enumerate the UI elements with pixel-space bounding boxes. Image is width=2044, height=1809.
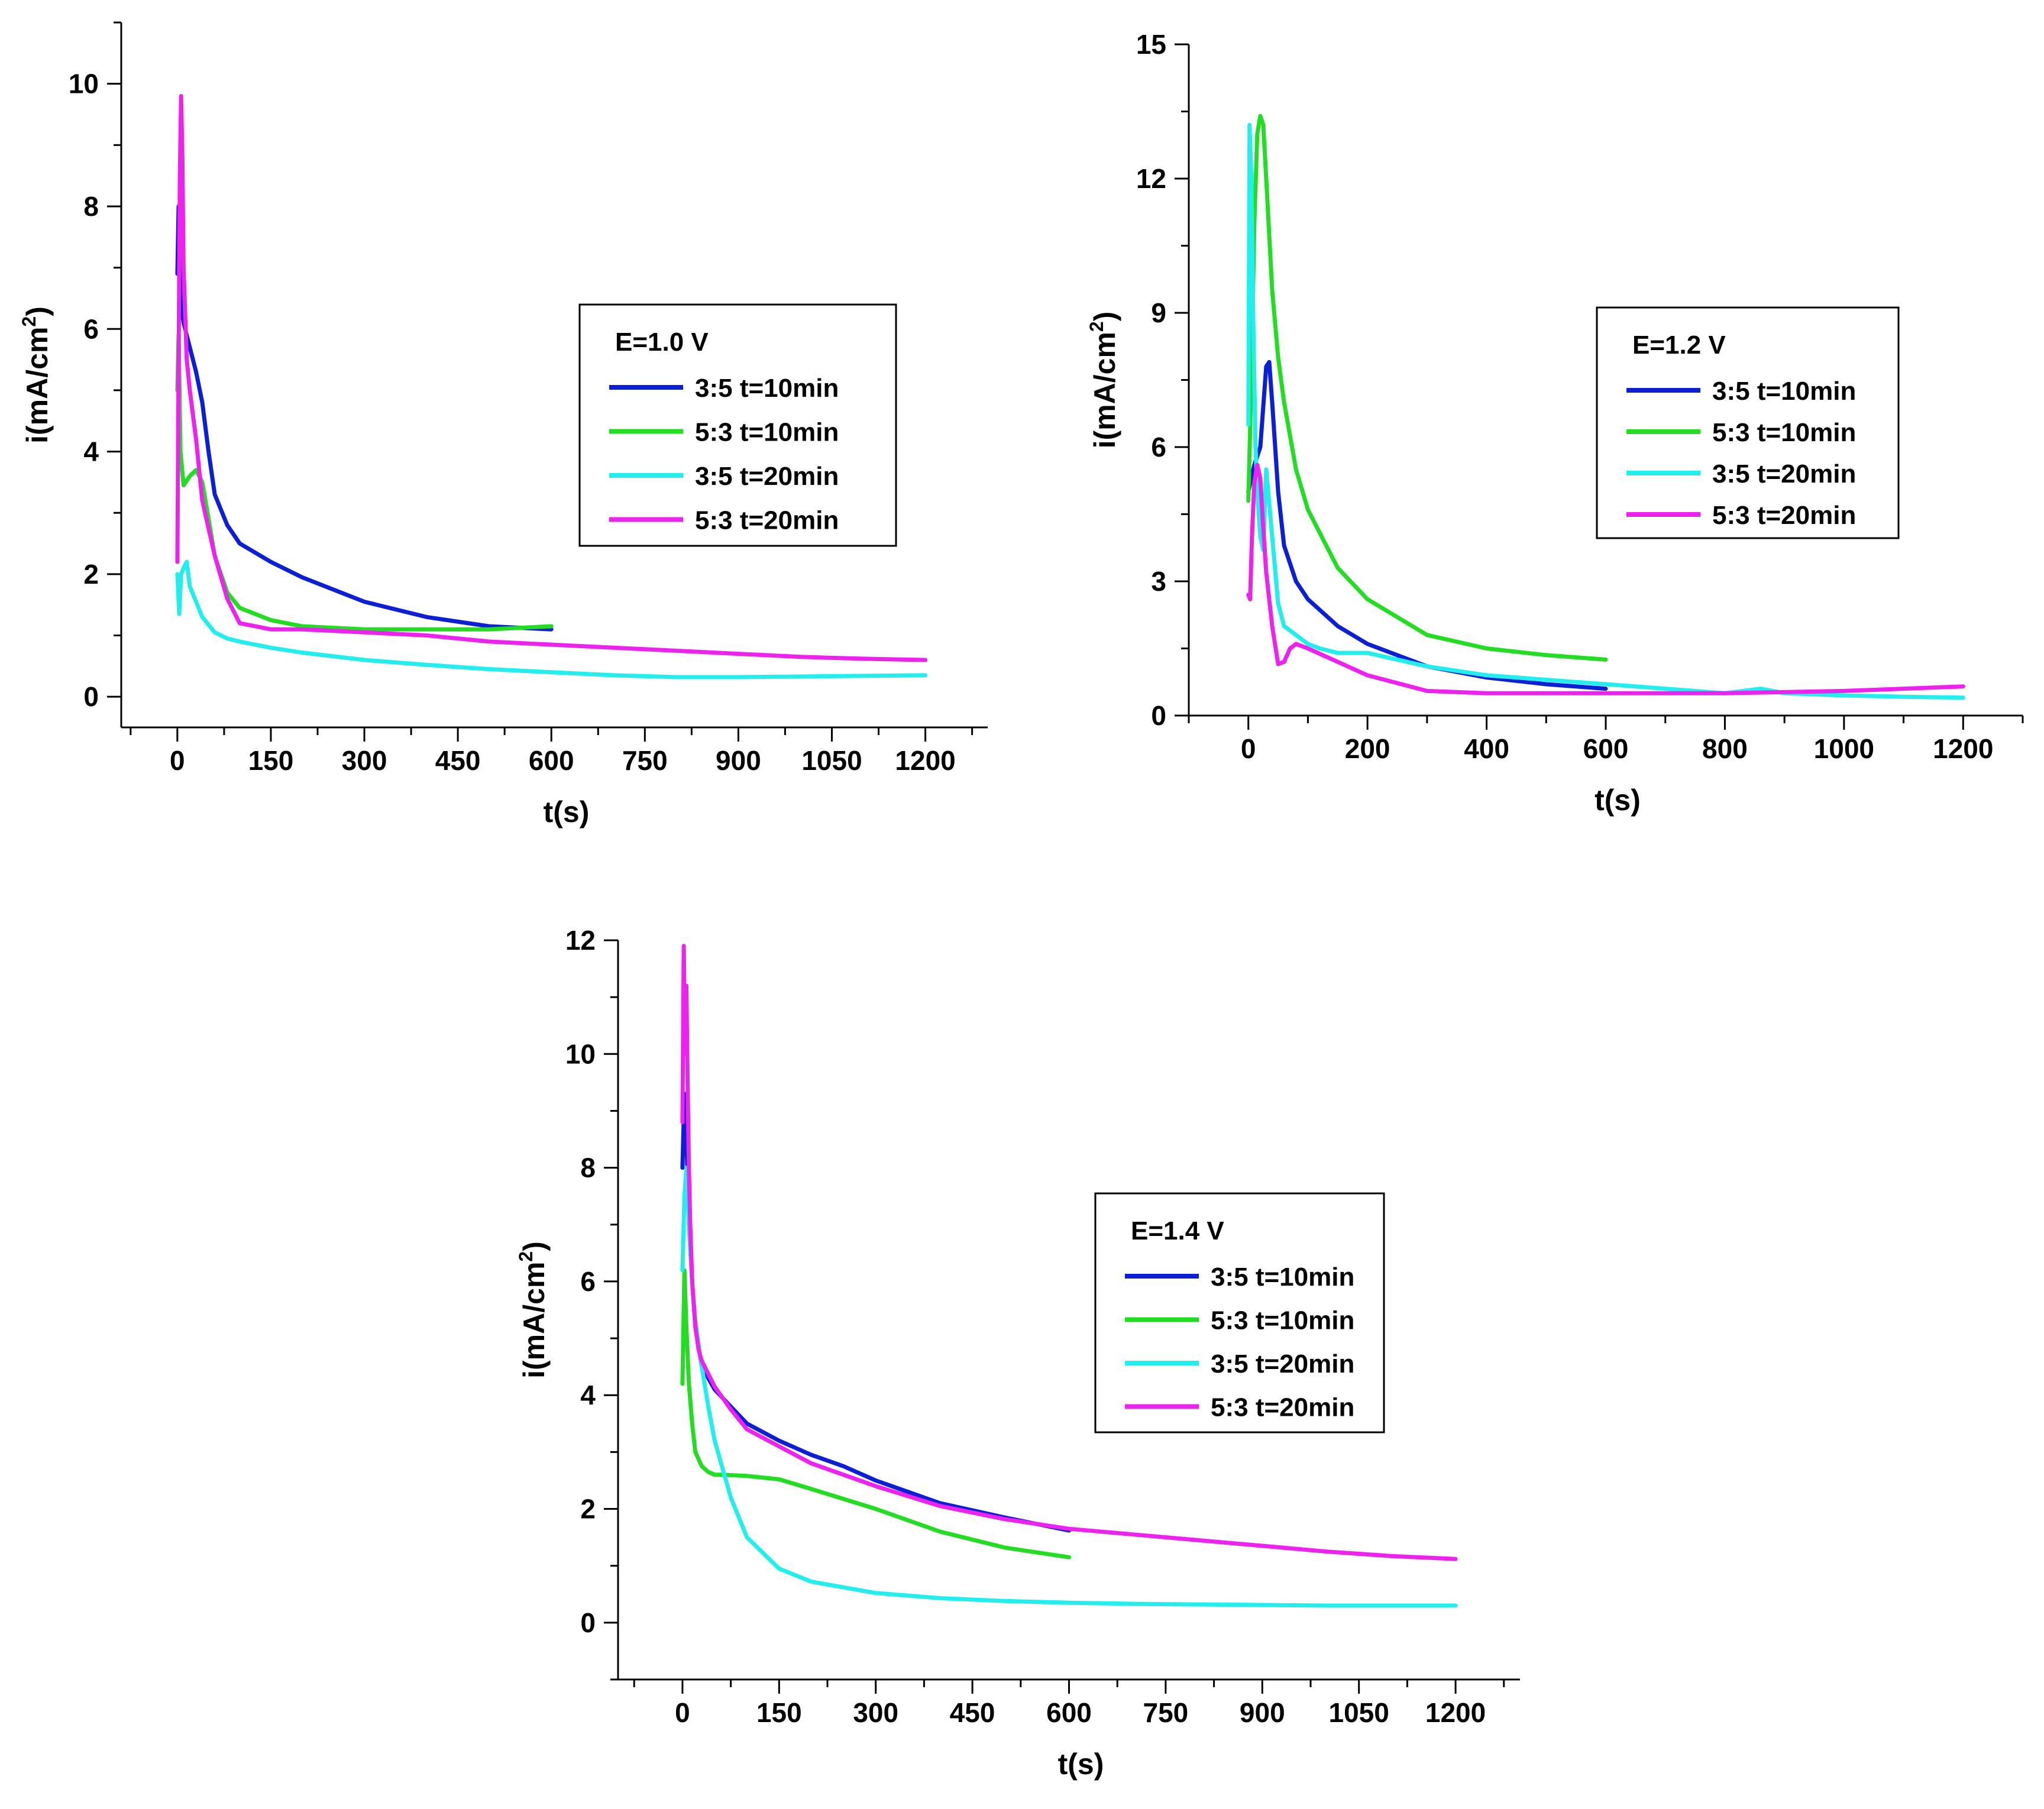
- y-axis-title-sup: 2: [18, 316, 40, 327]
- x-tick-label: 400: [1464, 733, 1509, 764]
- legend-label: 3:5 t=10min: [1712, 377, 1856, 406]
- x-tick-label: 450: [435, 745, 481, 776]
- x-tick-label: 300: [342, 745, 387, 776]
- y-tick-label: 10: [565, 1038, 596, 1069]
- y-tick-label: 9: [1151, 297, 1166, 328]
- y-tick-label: 3: [1151, 566, 1166, 597]
- series-line-4: [680, 944, 1458, 1561]
- legend-label: 5:3 t=20min: [1712, 501, 1856, 530]
- legend-box: [578, 303, 897, 547]
- y-tick-label: 8: [580, 1153, 596, 1183]
- x-tick-label: 0: [1241, 733, 1256, 764]
- x-tick-label: 200: [1345, 733, 1390, 764]
- series-line-2: [680, 1268, 1071, 1559]
- y-tick-label: 0: [580, 1607, 596, 1638]
- x-tick-label: 1200: [1425, 1697, 1486, 1728]
- y-axis-title-sup: 2: [1086, 321, 1107, 332]
- chart-e-1-4: 0 150 300 450 600 750 900 1050 1200 0 2 4 6 8 10 12 t(s)…: [515, 925, 1520, 1781]
- y-tick-label: 10: [69, 69, 99, 99]
- chart-e-1-2: 0 200 400 600 800 1000 1200 0 3 6 9 12 15 t(s) i(mA/cm…: [1086, 29, 2024, 817]
- legend-title: E=1.0 V: [615, 328, 709, 357]
- x-tick-label: 1050: [1329, 1697, 1389, 1728]
- x-tick-label: 0: [675, 1697, 690, 1728]
- y-axis-title: i(mA/cm2): [1086, 312, 1121, 449]
- y-axis-title-end: ): [518, 1241, 551, 1251]
- y-tick-label: 4: [83, 436, 99, 467]
- x-tick-label: 750: [1143, 1697, 1189, 1728]
- x-tick-label: 450: [950, 1697, 995, 1728]
- y-axis-title-end: ): [21, 306, 54, 316]
- y-axis-title: i(mA/cm2): [515, 1241, 551, 1378]
- x-axis-title: t(s): [544, 795, 590, 829]
- legend-label: 5:3 t=20min: [695, 506, 839, 535]
- y-tick-label: 12: [1136, 163, 1166, 194]
- y-tick-label: 6: [1151, 432, 1166, 462]
- x-tick-label: 600: [1583, 733, 1629, 764]
- y-tick-label: 2: [83, 559, 99, 590]
- y-axis-title-main: i(mA/cm: [21, 327, 54, 444]
- y-tick-label: 8: [83, 191, 99, 222]
- y-tick-label: 12: [565, 925, 596, 956]
- x-tick-label: 300: [853, 1697, 898, 1728]
- x-tick-label: 750: [622, 745, 668, 776]
- legend-label: 3:5 t=20min: [1211, 1350, 1354, 1378]
- y-axis-title-main: i(mA/cm: [1088, 332, 1121, 448]
- x-tick-label: 900: [1240, 1697, 1285, 1728]
- y-tick-label: 6: [83, 313, 99, 344]
- chart-e-1-0: 0 150 300 450 600 750 900 1050 1200 0 2 4 6 8 10 t(s) i(…: [18, 21, 988, 829]
- x-tick-label: 600: [529, 745, 574, 776]
- legend-box: [1596, 306, 1900, 539]
- x-axis-title: t(s): [1058, 1747, 1104, 1781]
- legend-label: 3:5 t=10min: [695, 374, 839, 403]
- legend-label: 5:3 t=10min: [695, 418, 839, 447]
- x-axis-title: t(s): [1595, 784, 1641, 817]
- series-line-4: [1246, 462, 1965, 695]
- x-tick-label: 1000: [1814, 733, 1874, 764]
- series-line-2: [175, 333, 554, 632]
- y-axis-title-end: ): [1088, 312, 1121, 322]
- legend-label: 5:3 t=20min: [1211, 1393, 1354, 1422]
- y-tick-label: 4: [580, 1380, 596, 1410]
- x-tick-label: 800: [1702, 733, 1748, 764]
- y-axis-title-sup: 2: [515, 1251, 536, 1262]
- series-line-4: [175, 93, 928, 662]
- x-tick-label: 0: [170, 745, 185, 776]
- legend-label: 5:3 t=10min: [1712, 418, 1856, 447]
- series-line-1: [680, 1092, 1071, 1533]
- y-axis-title: i(mA/cm2): [18, 306, 54, 444]
- series-line-3: [175, 559, 928, 679]
- legend-label: 3:5 t=20min: [1712, 459, 1856, 488]
- x-tick-label: 1050: [801, 745, 862, 776]
- y-tick-label: 2: [580, 1494, 596, 1525]
- legend-box: [1094, 1192, 1385, 1433]
- y-tick-label: 6: [580, 1266, 596, 1297]
- y-tick-label: 15: [1136, 29, 1166, 60]
- series-line-2: [1246, 114, 1608, 662]
- y-tick-label: 0: [83, 681, 99, 712]
- x-tick-label: 1200: [895, 745, 955, 776]
- legend-label: 3:5 t=20min: [695, 462, 839, 491]
- x-tick-label: 900: [716, 745, 761, 776]
- legend-label: 5:3 t=10min: [1211, 1306, 1354, 1335]
- series-line-1: [175, 204, 554, 632]
- x-tick-label: 1200: [1933, 733, 1993, 764]
- x-tick-label: 150: [248, 745, 294, 776]
- y-axis-title-main: i(mA/cm: [518, 1262, 551, 1378]
- legend-title: E=1.2 V: [1632, 331, 1726, 360]
- y-tick-label: 0: [1151, 700, 1166, 731]
- x-tick-label: 600: [1046, 1697, 1092, 1728]
- legend-title: E=1.4 V: [1131, 1216, 1224, 1245]
- x-tick-label: 150: [756, 1697, 802, 1728]
- legend-label: 3:5 t=10min: [1211, 1263, 1354, 1292]
